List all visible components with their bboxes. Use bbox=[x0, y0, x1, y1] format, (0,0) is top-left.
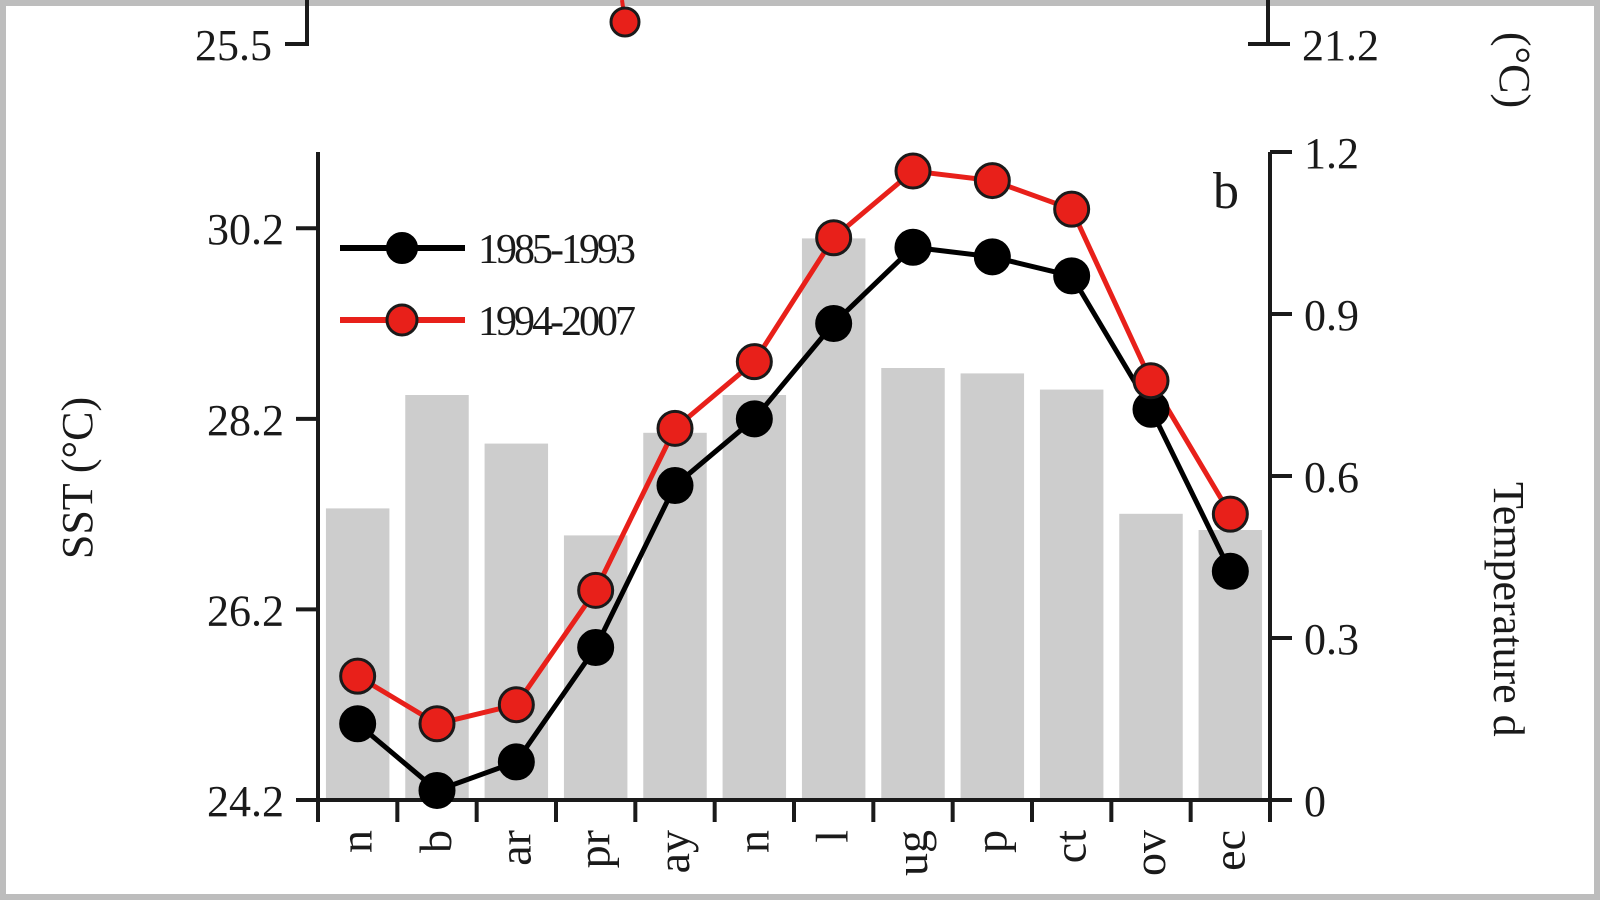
x-tick-label-sep: p bbox=[965, 830, 1016, 853]
point-1994-2007-may bbox=[656, 409, 694, 447]
right-tick-label: 0.9 bbox=[1304, 291, 1359, 340]
panel-a-left-tick-label: 25.5 bbox=[195, 21, 272, 70]
point-1985-1993-apr bbox=[577, 629, 615, 667]
x-tick-label-jul: l bbox=[807, 830, 858, 843]
series-group bbox=[339, 152, 1249, 809]
point-1994-2007-jan bbox=[339, 657, 377, 695]
point-1994-2007-apr bbox=[577, 571, 615, 609]
bar-oct bbox=[1039, 389, 1104, 800]
point-1994-2007-dec bbox=[1211, 495, 1249, 533]
bar-jun bbox=[722, 395, 787, 800]
left-tick-label: 28.2 bbox=[207, 396, 284, 445]
legend-item-1994-2007: 1994-2007 bbox=[340, 299, 638, 345]
left-y-axis-label: SST (°C) bbox=[53, 397, 102, 559]
right-y-axis-label: Temperature d bbox=[1484, 482, 1533, 737]
x-tick-label-mar: ar bbox=[489, 830, 540, 866]
bar-mar bbox=[484, 443, 549, 800]
panel-a-partial: 25.5 21.2 (°C) bbox=[195, 0, 1539, 108]
x-tick-label-jan: n bbox=[331, 830, 382, 853]
bar-group bbox=[325, 238, 1263, 800]
point-1994-2007-oct bbox=[1053, 190, 1091, 228]
point-1985-1993-dec bbox=[1211, 552, 1249, 590]
panel-a-right-unit: (°C) bbox=[1490, 32, 1539, 108]
point-1994-2007-jul bbox=[815, 219, 853, 257]
legend-item-1985-1993: 1985-1993 bbox=[340, 227, 638, 273]
left-tick-label: 30.2 bbox=[207, 205, 284, 254]
left-tick-label: 24.2 bbox=[207, 777, 284, 826]
legend-label-1985-1993: 1985-1993 bbox=[478, 227, 635, 273]
right-y-ticks: 0 0.3 0.6 0.9 1.2 bbox=[1270, 129, 1359, 826]
legend: 1985-1993 1994-2007 bbox=[340, 227, 638, 345]
point-1985-1993-sep bbox=[973, 238, 1011, 276]
point-1994-2007-jun bbox=[735, 343, 773, 381]
left-y-ticks: 24.2 26.2 28.2 30.2 bbox=[207, 205, 318, 826]
x-tick-label-aug: ug bbox=[886, 830, 937, 876]
bar-sep bbox=[960, 373, 1025, 800]
x-tick-label-dec: ec bbox=[1203, 830, 1254, 871]
point-1994-2007-sep bbox=[973, 162, 1011, 200]
point-1985-1993-aug bbox=[894, 228, 932, 266]
point-1985-1993-oct bbox=[1053, 257, 1091, 295]
bar-aug bbox=[881, 368, 945, 800]
left-tick-label: 26.2 bbox=[207, 586, 284, 635]
legend-label-1994-2007: 1994-2007 bbox=[478, 299, 635, 345]
point-1985-1993-feb bbox=[418, 771, 456, 809]
x-tick-label-jun: n bbox=[727, 830, 778, 853]
right-tick-label: 0.3 bbox=[1304, 615, 1359, 664]
point-1994-2007-nov bbox=[1132, 362, 1170, 400]
point-1994-2007-mar bbox=[497, 686, 535, 724]
right-tick-label: 0 bbox=[1304, 777, 1326, 826]
panel-a-red-marker bbox=[609, 0, 641, 38]
bar-jan bbox=[325, 508, 390, 800]
x-tick-label-nov: ov bbox=[1124, 830, 1175, 876]
panel-letter: b bbox=[1213, 163, 1239, 220]
x-ticks: n b ar pr ay n l ug p ct ov ec bbox=[316, 800, 1272, 876]
point-1985-1993-may bbox=[656, 467, 694, 505]
bar-nov bbox=[1119, 513, 1183, 800]
x-tick-label-oct: ct bbox=[1045, 830, 1096, 863]
point-1985-1993-jul bbox=[815, 305, 853, 343]
point-1994-2007-aug bbox=[894, 152, 932, 190]
point-1985-1993-jan bbox=[339, 705, 377, 743]
x-tick-label-feb: b bbox=[410, 830, 461, 853]
x-tick-label-apr: pr bbox=[569, 830, 620, 868]
point-1994-2007-feb bbox=[418, 705, 456, 743]
right-tick-label: 0.6 bbox=[1304, 453, 1359, 502]
x-tick-label-may: ay bbox=[648, 830, 699, 873]
point-1985-1993-jun bbox=[735, 400, 773, 438]
right-tick-label: 1.2 bbox=[1304, 129, 1359, 178]
point-1985-1993-mar bbox=[497, 743, 535, 781]
panel-a-right-tick-label: 21.2 bbox=[1302, 21, 1379, 70]
